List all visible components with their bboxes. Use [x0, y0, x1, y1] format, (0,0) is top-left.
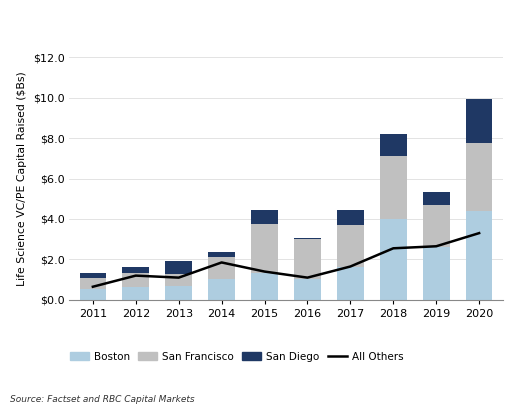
Bar: [165, 286, 192, 300]
Bar: [294, 239, 321, 279]
Bar: [380, 134, 407, 156]
All Others: [262, 269, 268, 274]
Bar: [251, 273, 278, 300]
Bar: [337, 225, 364, 266]
Bar: [251, 210, 278, 224]
Text: Source: Factset and RBC Capital Markets: Source: Factset and RBC Capital Markets: [10, 395, 195, 404]
Bar: [165, 262, 192, 274]
Bar: [423, 205, 449, 247]
Text: Top three cluster markets accounted for ~70% of PE/VC allocations: Top three cluster markets accounted for …: [15, 20, 498, 33]
Bar: [423, 247, 449, 300]
Bar: [80, 273, 106, 277]
Bar: [208, 279, 235, 300]
All Others: [433, 244, 439, 249]
Bar: [423, 192, 449, 205]
All Others: [347, 264, 353, 269]
Y-axis label: Life Science VC/PE Capital Raised ($Bs): Life Science VC/PE Capital Raised ($Bs): [17, 71, 27, 286]
Bar: [123, 287, 149, 300]
Bar: [294, 238, 321, 239]
Legend: Boston, San Francisco, San Diego, All Others: Boston, San Francisco, San Diego, All Ot…: [66, 348, 408, 366]
All Others: [219, 260, 225, 265]
Bar: [466, 211, 492, 300]
All Others: [133, 273, 139, 278]
Bar: [165, 274, 192, 286]
Bar: [251, 224, 278, 273]
All Others: [175, 275, 182, 280]
Bar: [294, 279, 321, 300]
Bar: [337, 266, 364, 300]
Bar: [380, 156, 407, 219]
Bar: [380, 219, 407, 300]
All Others: [390, 246, 397, 251]
All Others: [304, 275, 310, 280]
All Others: [90, 284, 96, 289]
Bar: [80, 277, 106, 289]
Bar: [466, 99, 492, 143]
Bar: [208, 252, 235, 257]
Bar: [466, 143, 492, 211]
Bar: [123, 273, 149, 287]
Bar: [208, 257, 235, 279]
Line: All Others: All Others: [93, 233, 479, 287]
All Others: [476, 231, 482, 235]
Bar: [80, 289, 106, 300]
Bar: [123, 266, 149, 273]
Bar: [337, 210, 364, 225]
